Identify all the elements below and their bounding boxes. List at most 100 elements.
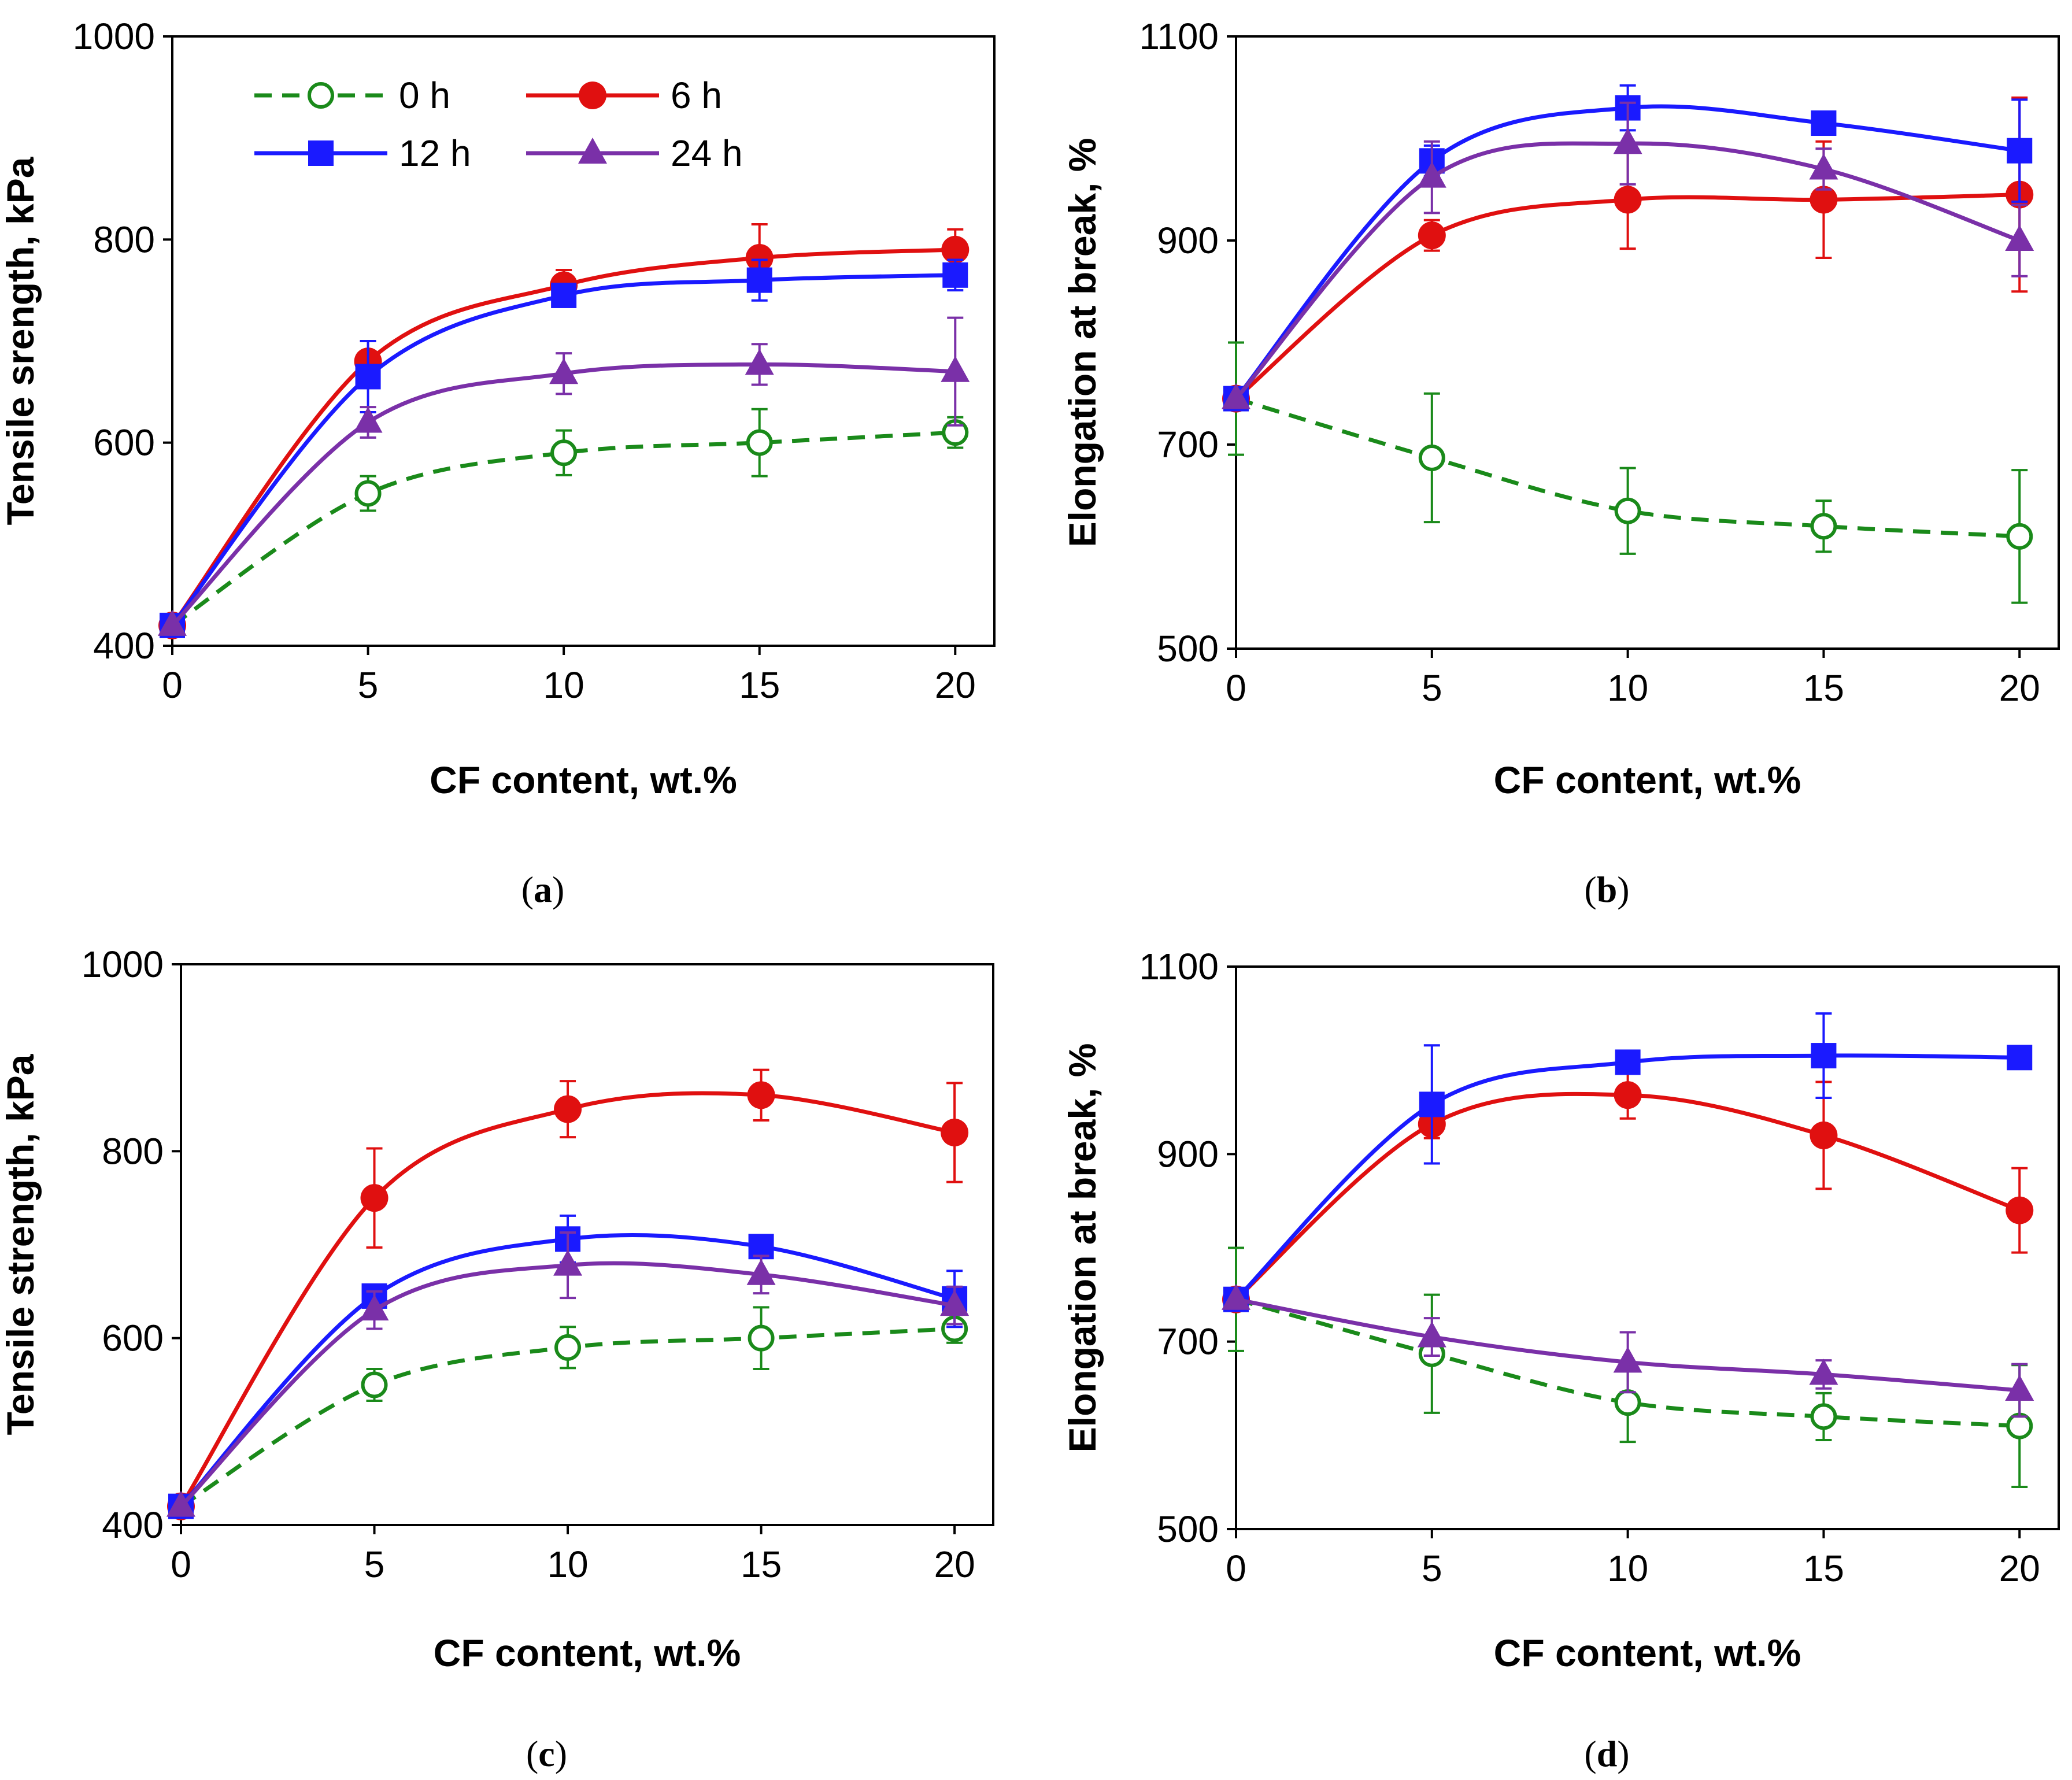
data-point — [1613, 128, 1642, 154]
y-tick-label: 1000 — [73, 16, 155, 57]
y-axis-title: Elongation at break, % — [1061, 1043, 1104, 1453]
y-axis-title: Elongation at break, % — [1061, 138, 1104, 547]
data-point — [1811, 1043, 1837, 1069]
data-point — [748, 1324, 775, 1352]
y-axis-title: Tensile strength, kPa — [0, 1053, 42, 1435]
x-tick-label: 0 — [1226, 1548, 1246, 1589]
plot-frame — [1235, 965, 2060, 1530]
series-line — [171, 247, 956, 627]
x-axis-title: CF content, wt.% — [1494, 1631, 1801, 1674]
data-point — [554, 1095, 582, 1123]
data-point — [1810, 186, 1838, 214]
legend-label: 12 h — [399, 132, 471, 174]
x-tick-label: 0 — [1226, 667, 1246, 709]
data-point — [941, 1119, 969, 1146]
data-point — [1222, 1283, 1250, 1310]
data-point — [746, 267, 772, 293]
series-24h — [158, 316, 970, 636]
data-point — [1809, 153, 1838, 180]
x-tick-label: 15 — [741, 1544, 782, 1585]
data-point — [745, 349, 774, 375]
panel-caption: (d) — [1584, 1733, 1629, 1774]
data-point — [554, 1334, 582, 1361]
data-point — [1809, 1359, 1838, 1385]
data-point — [158, 609, 187, 636]
data-point — [360, 1184, 388, 1212]
legend-marker — [578, 138, 607, 164]
series-12h — [1223, 1012, 2033, 1312]
x-tick-label: 5 — [364, 1544, 385, 1585]
legend-label: 0 h — [399, 75, 450, 116]
data-point — [745, 243, 774, 272]
x-tick-label: 20 — [934, 1544, 975, 1585]
y-tick-label: 500 — [1157, 1508, 1219, 1550]
series-line — [179, 1091, 955, 1508]
data-point — [747, 1081, 775, 1109]
y-tick-label: 500 — [1157, 628, 1219, 669]
series-line — [1234, 141, 2021, 400]
plot-frame — [180, 963, 994, 1526]
x-tick-label: 20 — [1999, 667, 2040, 709]
chart-panel-b: 0 5 10 15 20 500 700 900 1100 CF content, wt.% Elo… — [1061, 16, 2060, 910]
data-point — [2007, 138, 2033, 164]
panel-caption: (a) — [521, 869, 565, 910]
y-tick-label: 1100 — [1139, 16, 1219, 57]
data-point — [1614, 186, 1642, 214]
legend-label: 6 h — [671, 75, 722, 116]
x-tick-label: 15 — [739, 664, 780, 706]
legend-marker — [308, 140, 334, 166]
panel-caption: (b) — [1584, 869, 1629, 910]
data-point — [2006, 523, 2033, 550]
data-point — [2005, 1374, 2034, 1401]
legend-marker — [579, 82, 606, 109]
data-point — [2006, 1412, 2033, 1439]
data-point — [355, 364, 381, 390]
data-point — [2006, 1196, 2034, 1224]
data-point — [941, 235, 970, 264]
data-point — [360, 1294, 389, 1321]
chart-panel-a: 0 5 10 15 20 400 600 800 1000 CF content, wt.% Ten… — [0, 16, 996, 910]
data-point — [2005, 225, 2034, 251]
x-tick-label: 10 — [543, 664, 584, 706]
x-tick-label: 15 — [1803, 1548, 1844, 1589]
data-point — [940, 1290, 970, 1316]
series-line — [1234, 1091, 2021, 1301]
data-point — [1613, 1346, 1642, 1373]
series-24h — [166, 1231, 970, 1517]
data-point — [2007, 1045, 2033, 1071]
chart-panel-c: 0 5 10 15 20 400 600 800 1000 CF content, wt.% Ten… — [0, 943, 994, 1774]
y-tick-label: 900 — [1157, 1133, 1219, 1175]
data-point — [1614, 1389, 1641, 1416]
x-tick-label: 0 — [171, 1544, 191, 1585]
x-tick-label: 20 — [1999, 1548, 2040, 1589]
data-point — [166, 1490, 195, 1517]
data-point — [1614, 1081, 1642, 1109]
data-point — [1614, 497, 1641, 524]
x-axis-title: CF content, wt.% — [434, 1631, 741, 1674]
legend: 0 h 6 h 12 h 24 h — [254, 75, 743, 174]
series-line — [1235, 397, 2020, 539]
series-12h — [160, 258, 968, 638]
data-point — [1615, 1049, 1641, 1075]
series-0h — [159, 408, 969, 639]
y-tick-label: 400 — [102, 1504, 164, 1546]
series-line — [171, 273, 956, 627]
y-tick-label: 800 — [102, 1130, 164, 1172]
series-0h — [1223, 341, 2033, 604]
data-point — [549, 358, 579, 384]
y-tick-label: 1100 — [1139, 946, 1219, 987]
data-point — [550, 439, 578, 467]
data-point — [941, 356, 970, 382]
legend-marker — [308, 82, 334, 109]
legend-label: 24 h — [671, 132, 743, 174]
data-point — [551, 282, 577, 308]
series-6h — [1222, 1070, 2034, 1313]
y-tick-label: 1000 — [82, 943, 164, 985]
data-point — [1418, 444, 1445, 471]
chart-panel-d: 0 5 10 15 20 500 700 900 1100 CF content, wt.% Elo… — [1061, 946, 2060, 1774]
series-line — [171, 362, 956, 627]
x-tick-label: 15 — [1803, 667, 1844, 709]
y-tick-label: 600 — [102, 1318, 164, 1359]
series-24h — [1222, 1283, 2034, 1418]
